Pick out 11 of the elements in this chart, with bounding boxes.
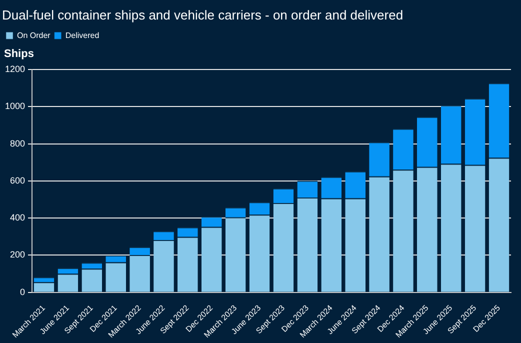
y-tick-label: 600 (10, 175, 26, 186)
y-axis-title: Ships (4, 48, 34, 60)
y-tick-label: 800 (10, 138, 26, 148)
y-tick-label: 200 (10, 250, 26, 260)
legend-label: Delivered (65, 30, 100, 40)
legend-label: On Order (17, 30, 51, 40)
chart-title: Dual-fuel container ships and vehicle carriers - on order and delivered (2, 7, 404, 22)
y-tick-label: 1200 (4, 64, 26, 74)
y-tick-label: 0 (20, 286, 26, 297)
y-tick-label: 400 (10, 212, 26, 223)
y-tick-label: 1000 (4, 101, 26, 112)
